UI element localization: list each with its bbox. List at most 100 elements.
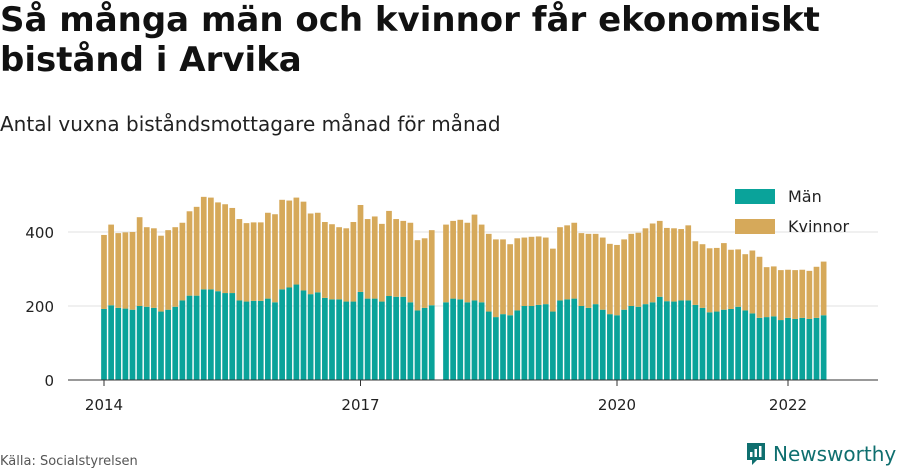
bar-woman [450,220,456,299]
bar-man [364,298,371,380]
bar-woman [143,227,150,307]
bar-man [371,298,378,380]
bar-woman [806,270,813,319]
bar-man [649,302,656,380]
bar-woman [428,230,435,306]
bar-man [457,299,464,380]
bar-man [763,317,770,380]
x-tick-label: 2020 [598,396,636,414]
bar-man [329,299,335,380]
bar-woman [329,224,335,300]
bar-man [535,304,542,380]
bar-woman [386,210,392,297]
bar-man [464,302,471,380]
bar-woman [350,222,357,302]
y-tick-label: 0 [44,372,54,390]
bar-woman [770,266,777,317]
bar-man [521,306,528,380]
bar-man [635,306,642,380]
bar-woman [208,197,214,290]
bar-man [443,302,449,380]
bar-man [785,317,791,380]
bar-woman [222,204,228,294]
bar-man [293,284,300,380]
bar-man [585,307,592,380]
bar-man [300,290,307,380]
bar-man [151,307,157,380]
bar-man [129,309,136,380]
bar-woman [257,222,264,301]
bar-woman [792,270,798,319]
x-tick-label: 2022 [769,396,807,414]
bar-man [792,318,798,380]
bar-woman [728,249,734,309]
bar-woman [785,269,791,318]
bar-woman [692,241,699,305]
chart-title: Så många män och kvinnor får ekonomiskt … [0,0,820,80]
bar-man [279,289,285,380]
bar-woman [521,237,528,306]
bar-man [778,320,784,380]
bar-woman [101,234,107,309]
bar-woman [735,249,741,307]
bar-man [770,316,777,380]
bar-man [379,301,385,380]
bar-woman [585,233,592,308]
bar-woman [571,222,578,299]
bar-man [735,306,741,380]
bar-man [236,300,243,380]
source-note: Källa: Socialstyrelsen [0,454,138,469]
bar-woman [607,243,613,315]
bar-man [122,308,129,380]
bar-woman [820,261,827,316]
bar-woman [649,223,656,303]
bar-man [265,298,271,380]
bar-man [692,304,699,380]
brand-name: Newsworthy [773,442,897,466]
bar-man [713,311,720,380]
bar-woman [813,266,820,318]
bar-man [542,304,549,380]
legend-swatch-men [735,189,775,204]
bar-man [136,306,143,380]
x-axis: 2014 2017 2020 2022 [68,379,878,414]
bar-woman [200,196,207,290]
bar-man [158,311,164,380]
bar-man [664,301,670,380]
bar-man [592,304,599,380]
chart-subtitle: Antal vuxna biståndsmottagare månad för … [0,112,501,136]
bar-man [571,298,578,380]
bar-woman [414,240,421,311]
bar-man [322,297,328,380]
bar-man [478,302,485,380]
brand-logo: Newsworthy [745,441,896,467]
bar-woman [535,236,542,305]
bar-man [749,313,756,380]
bar-woman [357,204,364,292]
bar-man [229,293,236,380]
bar-man [343,301,350,380]
bar-man [186,295,193,380]
bar-man [671,301,677,380]
bar-man [528,306,535,380]
bar-woman [706,248,713,313]
bar-woman [108,224,114,306]
bar-woman [300,201,307,291]
bar-woman [322,222,328,298]
bar-area [101,196,827,380]
bar-woman [343,228,350,302]
bar-man [628,306,635,380]
y-tick-label: 200 [25,298,54,316]
legend: Män Kvinnor [735,187,849,236]
bar-man [193,295,200,380]
bar-man [243,301,250,380]
bar-man [721,309,727,380]
bar-woman [250,222,257,301]
bar-woman [500,239,506,315]
bar-man [685,300,692,380]
bar-man [314,292,321,380]
bar-woman [749,250,756,314]
bar-woman [635,232,642,307]
bar-man [208,289,214,380]
x-tick-label: 2014 [85,396,123,414]
